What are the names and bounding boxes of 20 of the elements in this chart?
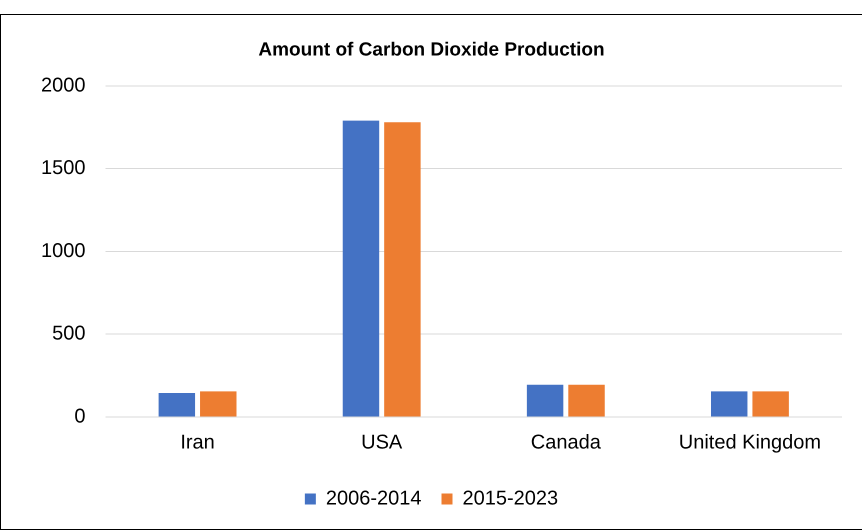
- x-tick-label: Iran: [180, 432, 215, 454]
- bar: [200, 391, 236, 416]
- y-tick-label: 1500: [40, 157, 86, 180]
- bar: [752, 391, 789, 416]
- bar: [568, 384, 605, 416]
- bar: [384, 122, 421, 416]
- bar: [710, 391, 748, 416]
- y-tick-label: 0: [74, 406, 86, 428]
- x-tick-label: Canada: [530, 432, 602, 454]
- y-tick-label: 500: [52, 322, 86, 345]
- bar: [158, 392, 196, 416]
- chart-title: Amount of Carbon Dioxide Production: [258, 40, 605, 61]
- x-tick-label: USA: [361, 432, 403, 454]
- x-tick-label: United Kingdom: [678, 432, 822, 454]
- bar: [342, 120, 380, 416]
- legend-label: 2015-2023: [462, 488, 558, 510]
- y-tick-label: 1000: [40, 240, 86, 262]
- bar: [526, 384, 564, 416]
- legend-label: 2006-2014: [326, 488, 422, 510]
- y-tick-label: 2000: [40, 74, 86, 96]
